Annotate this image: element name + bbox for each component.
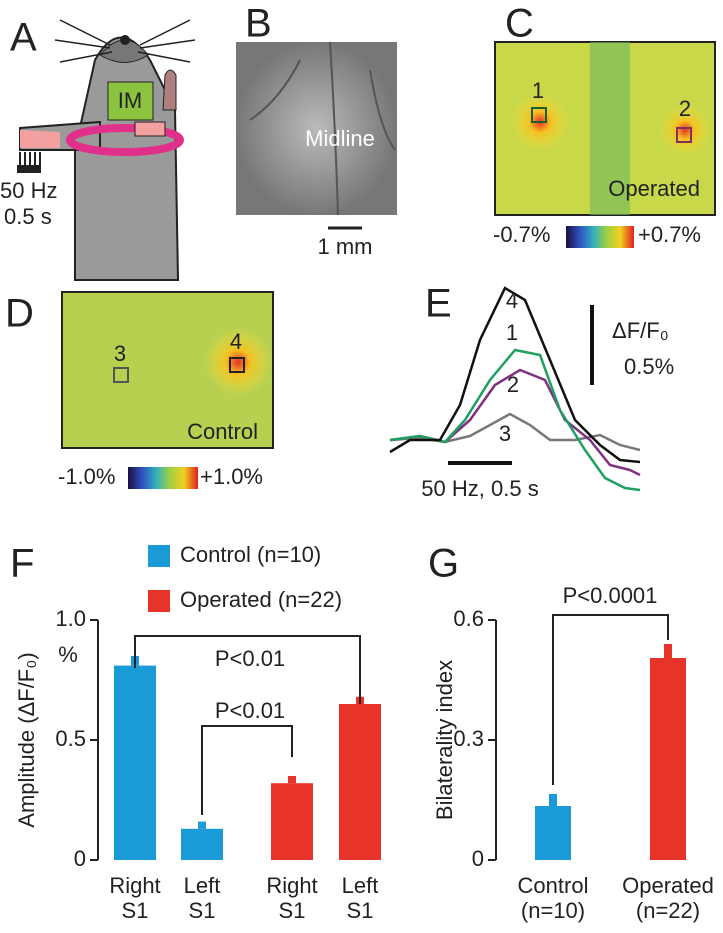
panel-label: E — [425, 282, 452, 326]
bar — [535, 806, 571, 860]
y-tick-label: 0.6 — [453, 606, 484, 631]
bar — [650, 658, 686, 860]
y-tick-label: 0 — [472, 846, 484, 871]
im-label: IM — [118, 88, 142, 113]
mouse-illustration — [17, 19, 196, 281]
scale-unit: ΔF/F₀ — [612, 318, 669, 343]
panel-label: F — [10, 542, 34, 586]
panel-label: C — [505, 2, 534, 46]
colorbar-min: -0.7% — [493, 222, 550, 247]
vessels — [249, 41, 396, 216]
hot-spot — [204, 328, 272, 396]
legend-swatch — [148, 545, 170, 567]
legend-swatch — [148, 590, 170, 612]
bar — [339, 704, 381, 860]
bar — [271, 783, 313, 860]
roi — [531, 107, 547, 123]
stim-duration: 0.5 s — [4, 204, 52, 229]
traces — [389, 286, 641, 492]
error-bar — [549, 794, 557, 806]
error-bar — [288, 776, 296, 784]
x-tick-label: (n=10) — [521, 898, 585, 923]
significance-bracket — [552, 614, 669, 785]
y-unit: % — [58, 642, 78, 667]
panel-label: D — [5, 292, 34, 336]
p-value: P<0.0001 — [563, 583, 658, 608]
panel-label: G — [428, 542, 459, 586]
x-tick-label: Left — [342, 873, 379, 898]
colorbar-max: +0.7% — [638, 222, 701, 247]
roi-label: 4 — [230, 329, 242, 354]
colorbar-min: -1.0% — [58, 464, 115, 489]
significance-bracket — [201, 725, 293, 815]
scale-value: 0.5% — [624, 354, 674, 379]
legend-label: Control (n=10) — [180, 542, 321, 567]
roi — [113, 367, 129, 383]
stim-frequency: 50 Hz — [0, 178, 57, 203]
x-tick-label: Operated — [622, 873, 714, 898]
legend-label: Operated (n=22) — [180, 587, 342, 612]
bar — [181, 828, 223, 860]
roi-label: 3 — [114, 341, 126, 366]
colorbar-max: +1.0% — [200, 464, 263, 489]
y-tick-label: 0.5 — [55, 726, 86, 751]
hot-spot — [659, 104, 711, 156]
x-tick-label: Control — [518, 873, 589, 898]
x-tick-label: S1 — [189, 898, 216, 923]
scale-label: 1 mm — [318, 234, 373, 259]
x-tick-label: (n=22) — [636, 898, 700, 923]
p-value: P<0.01 — [215, 646, 285, 671]
trace-label: 2 — [507, 372, 519, 397]
p-value: P<0.01 — [215, 698, 285, 723]
significance-bracket — [134, 635, 361, 704]
colorbar — [566, 226, 634, 248]
roi-label: 1 — [532, 78, 544, 103]
roi — [676, 127, 692, 143]
x-tick-label: S1 — [279, 898, 306, 923]
x-tick-label: S1 — [122, 898, 149, 923]
x-tick-label: Right — [266, 873, 317, 898]
trace-label: 3 — [499, 421, 511, 446]
trace-label: 4 — [506, 288, 518, 313]
condition-label: Control — [187, 419, 258, 444]
stim-label: 50 Hz, 0.5 s — [421, 476, 538, 501]
midline-label: Midline — [305, 126, 375, 151]
bar — [114, 665, 156, 860]
condition-label: Operated — [608, 176, 700, 201]
roi — [229, 357, 245, 373]
x-tick-label: Right — [109, 873, 160, 898]
error-bar — [664, 644, 672, 658]
trace-label: 1 — [506, 320, 518, 345]
roi-label: 2 — [679, 96, 691, 121]
error-bar — [198, 821, 206, 829]
y-tick-label: 0 — [74, 846, 86, 871]
x-tick-label: S1 — [347, 898, 374, 923]
heatmap-band — [590, 42, 630, 215]
x-tick-label: Left — [184, 873, 221, 898]
y-tick-label: 1.0 — [55, 606, 86, 631]
colorbar — [128, 467, 198, 489]
y-tick-label: 0.3 — [453, 726, 484, 751]
y-axis-label: Amplitude (ΔF/F₀) — [14, 652, 39, 827]
panel-label: A — [10, 16, 37, 60]
y-axis-label: Bilaterality index — [432, 660, 457, 820]
panel-label: B — [245, 2, 272, 46]
